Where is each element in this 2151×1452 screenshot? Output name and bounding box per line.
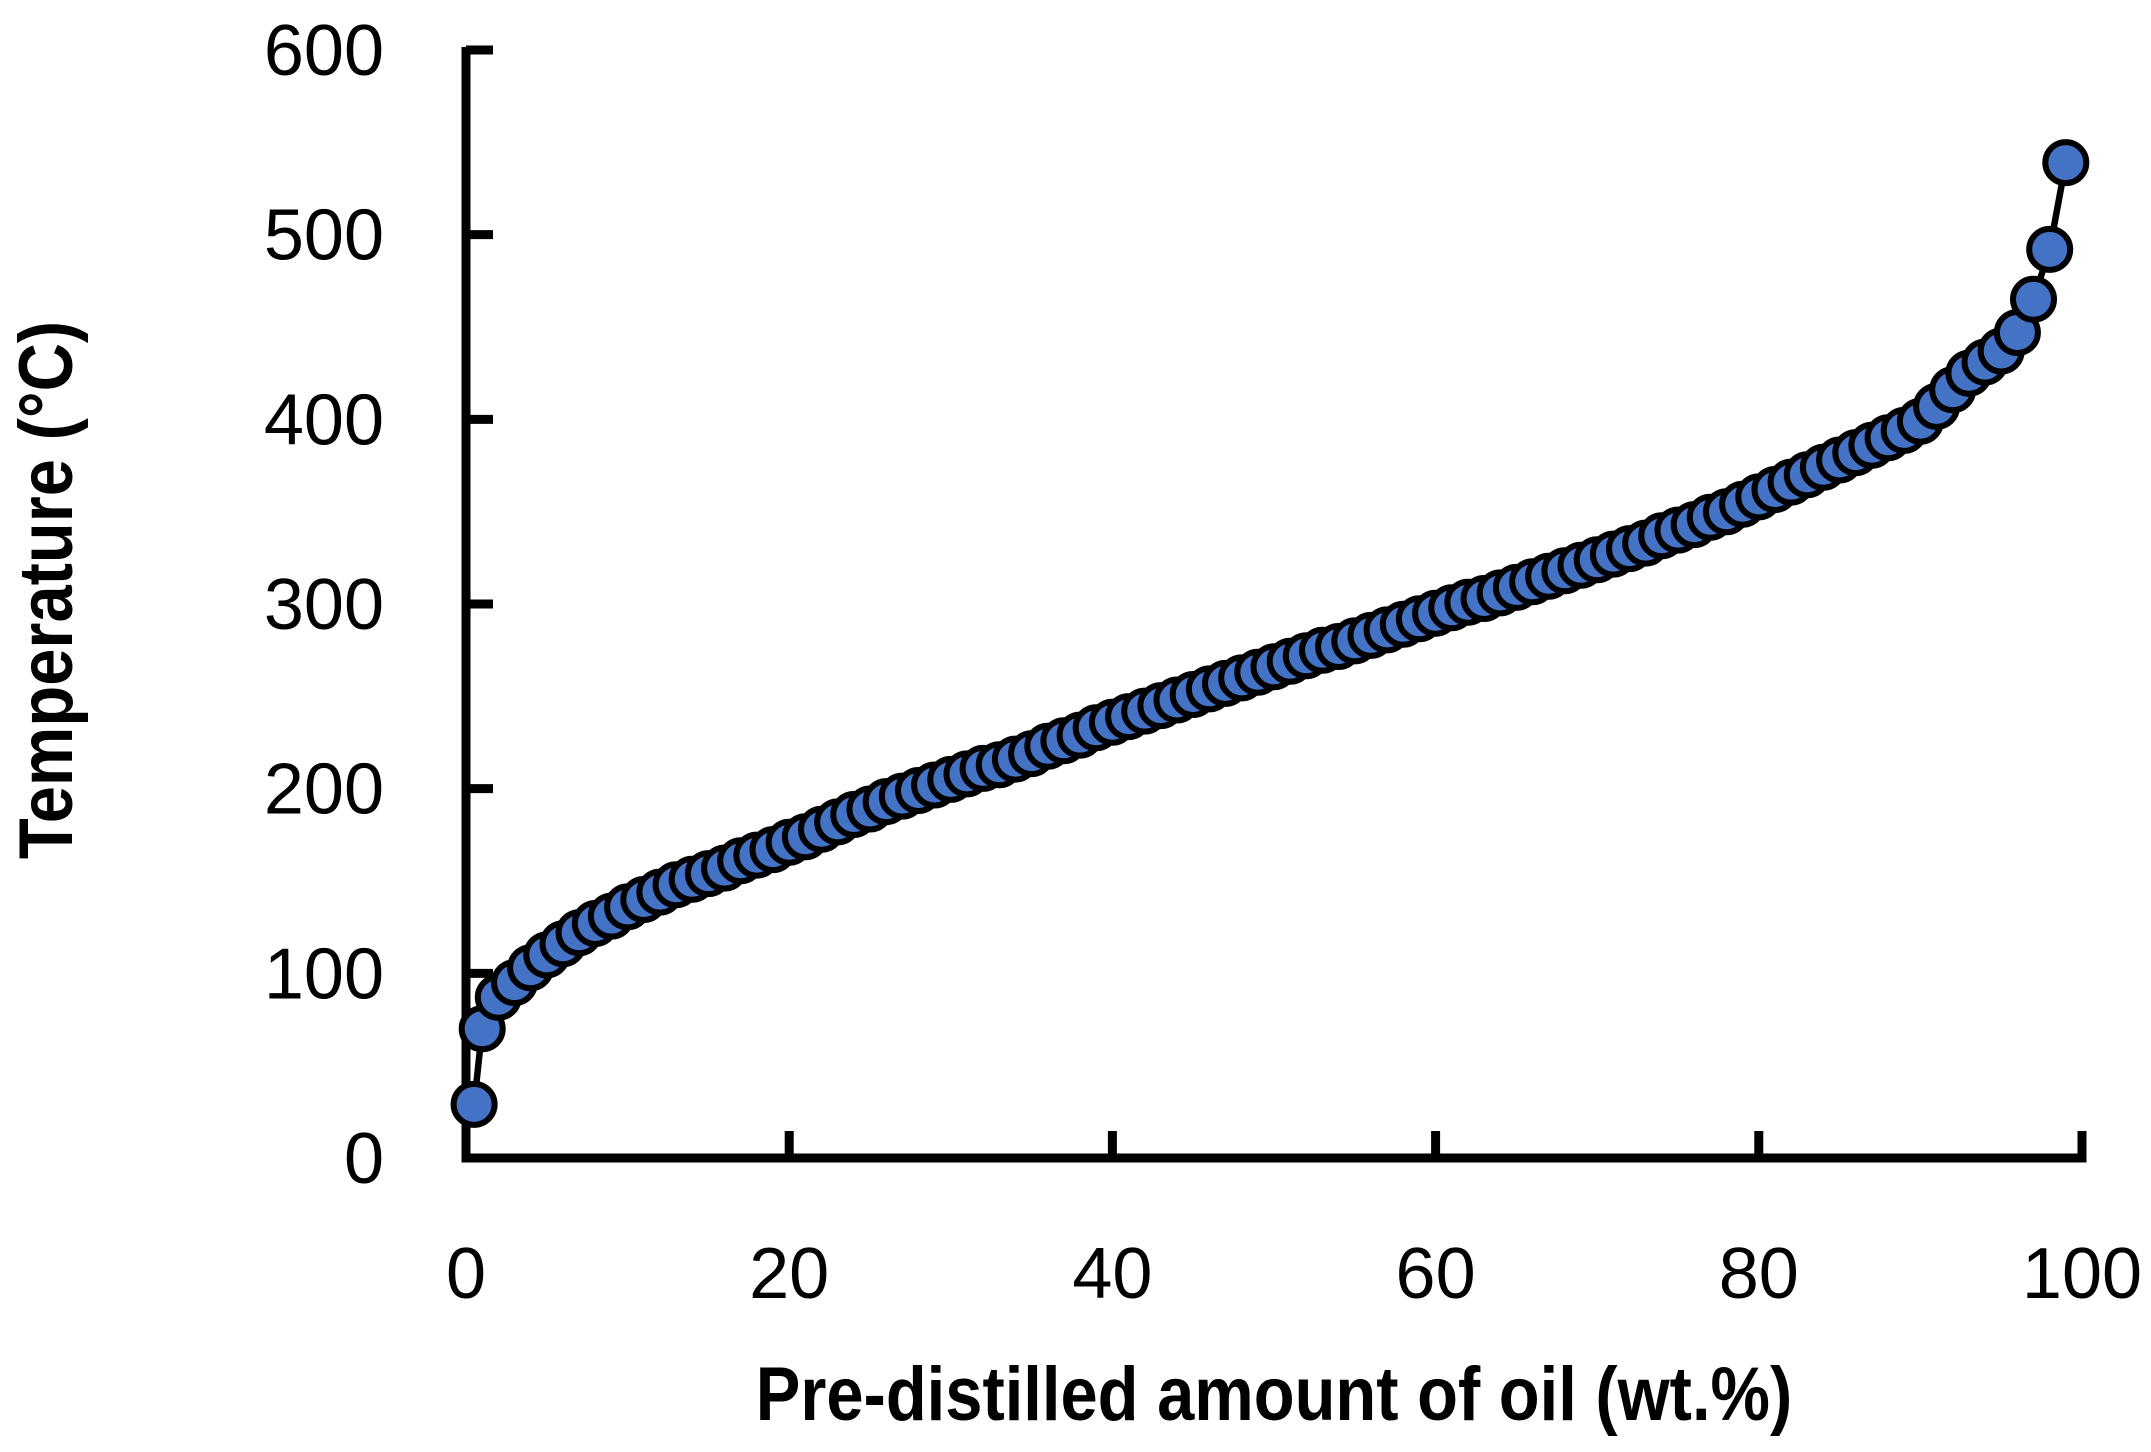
x-tick-label: 60 <box>1396 1234 1476 1314</box>
y-tick-label: 600 <box>264 11 384 91</box>
y-tick-label: 100 <box>264 934 384 1014</box>
y-tick-label: 200 <box>264 750 384 830</box>
y-tick-label: 400 <box>264 380 384 460</box>
y-tick-label: 500 <box>264 196 384 276</box>
x-tick-label: 0 <box>446 1234 486 1314</box>
series-markers <box>450 139 2090 1128</box>
data-point <box>2026 225 2074 273</box>
y-axis-title: Temperature (°C) <box>4 321 89 859</box>
x-tick-label: 20 <box>749 1234 829 1314</box>
x-tick-label: 40 <box>1072 1234 1152 1314</box>
data-point <box>450 1080 498 1128</box>
axis-ticks <box>466 45 2087 1158</box>
axis-tick-labels: 0 100 200 300 400 500 600 0 20 40 60 80 100 <box>264 11 2142 1314</box>
x-axis-title: Pre-distilled amount of oil (wt.%) <box>756 1352 1793 1437</box>
x-tick-label: 80 <box>1719 1234 1799 1314</box>
data-point <box>2042 139 2090 187</box>
y-tick-label: 0 <box>344 1119 384 1199</box>
data-point <box>2010 275 2057 323</box>
y-tick-label: 300 <box>264 565 384 645</box>
x-tick-label: 100 <box>2022 1234 2142 1314</box>
